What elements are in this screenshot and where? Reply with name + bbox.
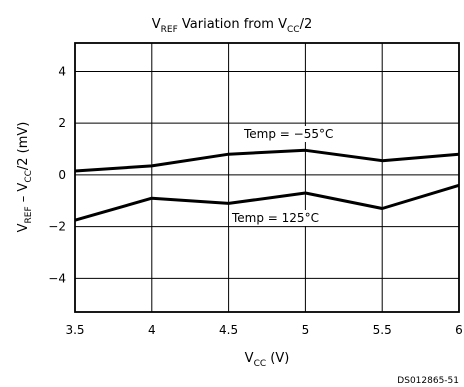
y-tick-label: −4: [48, 271, 66, 285]
y-tick-label: 4: [58, 64, 66, 78]
y-tick-label: 0: [58, 168, 66, 182]
series-label-background: [241, 126, 336, 142]
figure-id: DS012865-51: [397, 376, 459, 386]
series-line-0: [74, 148, 460, 173]
plot-frame: [74, 42, 460, 313]
x-tick-label: 3.5: [65, 323, 84, 337]
chart-title: VREF Variation from VCC/2: [152, 17, 312, 35]
series-lines: [74, 148, 460, 222]
x-tick-label: 5.5: [373, 323, 392, 337]
x-tick-label: 4: [148, 323, 156, 337]
x-tick-label: 5: [302, 323, 310, 337]
y-tick-label: 2: [58, 116, 66, 130]
series-label-background: [229, 210, 321, 226]
series-line-1: [74, 183, 460, 222]
y-tick-labels: 4 2 0 −2 −4: [48, 64, 66, 285]
grid: [75, 43, 459, 312]
x-tick-labels: 3.5 4 4.5 5 5.5 6: [65, 323, 462, 337]
y-tick-label: −2: [48, 220, 66, 234]
y-axis-label: VREF – VCC/2 (mV): [16, 122, 34, 233]
x-axis-label: VCC (V): [245, 351, 290, 369]
series-label-minus55: Temp = −55°C: [243, 127, 333, 141]
series-label-125: Temp = 125°C: [231, 211, 319, 225]
x-tick-label: 6: [455, 323, 463, 337]
x-tick-label: 4.5: [219, 323, 238, 337]
